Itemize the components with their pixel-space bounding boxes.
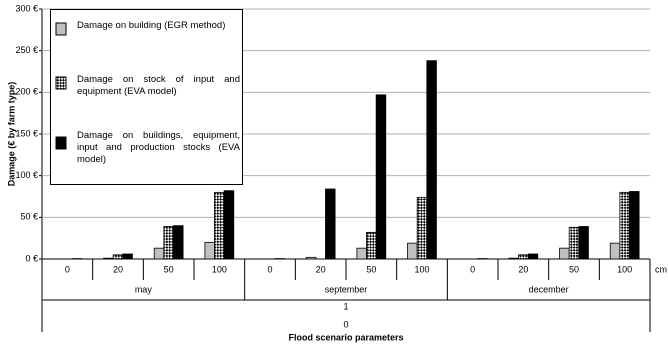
bar [204, 241, 215, 260]
legend-entry: Damage on buildings, equipment, input an… [55, 130, 240, 166]
group-label: may [135, 284, 153, 294]
x-tick-label: 0 [470, 264, 475, 274]
bar [325, 188, 336, 260]
y-tick-label: 100 € [15, 170, 38, 180]
bar [527, 253, 539, 260]
bar [223, 190, 235, 260]
x-axis-label: Flood scenario parameters [288, 332, 403, 342]
bar [578, 226, 589, 260]
bar [629, 191, 640, 260]
legend: Damage on building (EGR method) Damage on… [50, 9, 243, 185]
bar [609, 242, 621, 260]
level-label: 0 [343, 319, 348, 329]
x-tick-label: 100 [414, 264, 429, 274]
bar [619, 191, 630, 260]
legend-swatch [55, 76, 67, 90]
bar [103, 257, 114, 260]
bar [214, 191, 225, 260]
x-tick-label: 20 [518, 264, 528, 274]
bar [518, 254, 529, 260]
legend-swatch-rect [55, 76, 67, 90]
group-label: september [325, 284, 368, 294]
y-tick-label: 200 € [15, 87, 38, 97]
x-tick-label: 20 [113, 264, 123, 274]
y-tick-label: 300 € [15, 3, 38, 13]
bar [375, 94, 387, 260]
x-tick-label: 50 [164, 264, 174, 274]
legend-swatch [55, 136, 67, 150]
y-tick-label: 0 € [25, 253, 38, 263]
x-tick-label: 20 [316, 264, 326, 274]
bar [112, 254, 124, 260]
legend-entry: Damage on stock of input and equipment (… [55, 74, 240, 98]
group-label: december [529, 284, 569, 294]
legend-label: Damage on buildings, equipment, input an… [77, 130, 240, 165]
bar [356, 247, 367, 260]
bar [416, 196, 428, 260]
bar [153, 247, 165, 260]
bar [508, 257, 519, 260]
legend-swatch-rect [55, 22, 67, 36]
bar [559, 247, 570, 260]
x-tick-label: 50 [569, 264, 579, 274]
bar [305, 256, 317, 260]
bar [366, 231, 377, 260]
y-axis-label: Damage (€ by farm type) [6, 82, 16, 187]
legend-label: Damage on building (EGR method) [77, 20, 226, 31]
legend-entry: Damage on building (EGR method) [55, 20, 240, 36]
legend-label: Damage on stock of input and equipment (… [77, 74, 240, 97]
y-tick-label: 50 € [20, 212, 38, 222]
legend-swatch [55, 22, 67, 36]
bar [163, 226, 174, 260]
bar [407, 242, 418, 260]
x-tick-label: 100 [212, 264, 227, 274]
x-tick-label: 50 [366, 264, 376, 274]
bar [568, 226, 580, 260]
level-label: 1 [343, 301, 348, 311]
legend-swatch-rect [55, 136, 67, 150]
bar [426, 60, 437, 260]
x-tick-label: 0 [65, 264, 70, 274]
x-tick-label: 0 [267, 264, 272, 274]
bar [173, 225, 184, 260]
x-tick-label: 100 [617, 264, 632, 274]
bar [122, 253, 133, 260]
y-tick-label: 250 € [15, 45, 38, 55]
x-unit: cm [655, 264, 667, 274]
y-tick-label: 150 € [15, 128, 38, 138]
